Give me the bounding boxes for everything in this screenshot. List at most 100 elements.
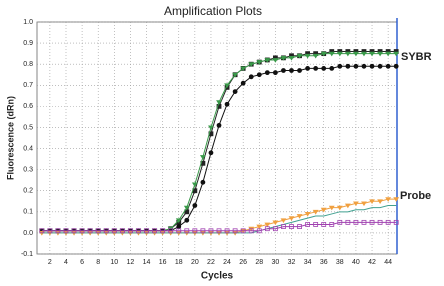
point [192,228,198,234]
point [232,89,238,94]
x-tick-label: 14 [143,259,151,266]
y-tick-label: 0.2 [23,188,33,195]
point [199,155,206,160]
x-tick-label: 18 [175,259,183,266]
point [369,219,375,225]
point [191,182,198,188]
point [264,222,271,228]
point [305,222,311,227]
point [281,224,286,229]
point [297,224,302,229]
chart-title: Amplification Plots [164,4,262,18]
point [39,228,45,234]
point [208,125,214,131]
point [393,197,400,202]
point [111,228,117,234]
y-tick-label: 0.6 [23,103,33,110]
point [63,228,69,234]
x-tick-label: 22 [207,259,215,266]
point [184,228,190,234]
x-tick-label: 36 [320,259,328,266]
point [264,70,270,76]
point [128,228,133,234]
point [361,51,367,57]
point [272,58,279,63]
y-tick-label: 0.9 [23,40,33,47]
point [160,228,166,234]
x-tick-label: 6 [80,259,84,266]
point [385,197,392,202]
point [321,222,327,227]
point [280,55,287,61]
point [361,219,367,225]
x-tick-label: 12 [127,259,135,266]
x-tick-label: 44 [384,259,392,266]
point [345,219,351,225]
point [79,228,85,234]
point [224,83,230,89]
x-tick-label: 26 [239,259,247,266]
y-axis-label: Fluorescence (dRn) [5,96,15,180]
y-tick-label: 0.7 [23,82,33,89]
point [313,222,319,227]
annotation: Probe [400,190,431,202]
point [87,228,93,234]
point [184,217,190,223]
point [312,209,319,215]
point [369,51,375,57]
x-tick-label: 16 [159,259,167,266]
point [329,66,335,71]
point [385,219,391,225]
point [176,228,182,234]
point [337,219,343,225]
point [281,68,286,73]
y-tick-label: 0.3 [23,166,33,173]
point [200,228,206,234]
point [208,150,214,156]
point [103,228,109,234]
point [95,228,101,234]
point [304,53,311,59]
point [175,218,182,224]
point [248,228,254,234]
x-tick-label: 24 [223,259,231,266]
y-tick-label: 0.5 [23,124,33,131]
point [232,72,239,78]
x-tick-label: 34 [304,259,312,266]
point [176,224,182,229]
point [336,205,343,211]
point [256,72,262,78]
point [377,63,383,69]
point [328,51,335,57]
y-tick-label: 1.0 [23,19,33,26]
y-tick-label: 0.1 [23,209,33,216]
point [216,228,222,234]
point [361,63,367,69]
point [240,66,247,72]
point [336,51,343,57]
point [248,62,255,67]
y-tick-label: 0.4 [23,145,33,152]
x-tick-label: 32 [288,259,296,266]
point [377,199,384,205]
point [353,51,359,57]
point [289,68,294,73]
point [264,58,271,63]
plot-area [36,21,398,255]
point [353,219,359,225]
point [393,219,399,225]
point [144,228,149,234]
point [288,55,295,61]
point [337,63,343,69]
point [297,68,302,73]
point [200,179,206,185]
point [152,228,157,234]
point [305,66,311,71]
point [256,60,263,65]
point [208,228,214,234]
point [183,205,190,211]
point [192,203,198,208]
point [71,228,77,234]
point [272,70,278,76]
